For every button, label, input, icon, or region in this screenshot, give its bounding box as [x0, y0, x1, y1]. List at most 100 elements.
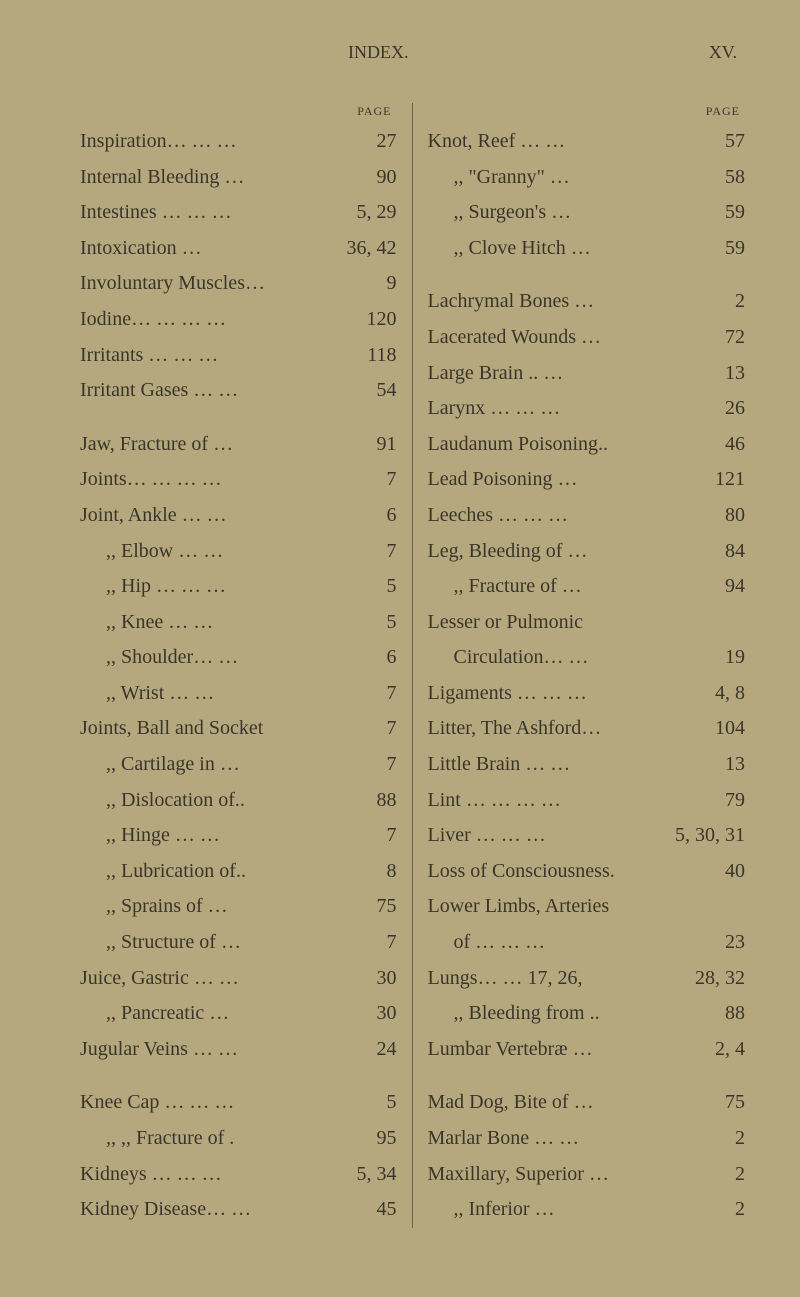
index-entry: Lint … … … …79: [428, 783, 746, 819]
entry-page: 72: [717, 320, 745, 356]
entry-text: ,, Clove Hitch …: [454, 231, 591, 267]
entry-page: 30: [369, 996, 397, 1032]
entry-page: 8: [379, 854, 397, 890]
entry-text: Irritant Gases … …: [80, 373, 238, 409]
entry-gap: [80, 1067, 397, 1085]
index-entry: Liver … … … 5, 30, 31: [428, 818, 746, 854]
entry-page: 84: [717, 534, 745, 570]
entry-page: 7: [379, 676, 397, 712]
entry-text: ,, ,, Fracture of .: [106, 1121, 234, 1157]
index-entry: ,, Knee … …5: [80, 605, 397, 641]
index-entry: ,, Structure of …7: [80, 925, 397, 961]
entry-page: 79: [717, 783, 745, 819]
entry-text: ,, Pancreatic …: [106, 996, 229, 1032]
entry-text: Little Brain … …: [428, 747, 571, 783]
entry-page: 120: [359, 302, 397, 338]
index-entry: Leeches … … …80: [428, 498, 746, 534]
entry-text: Leeches … … …: [428, 498, 569, 534]
index-entry: ,, "Granny" …58: [428, 160, 746, 196]
index-entry: Involuntary Muscles…9: [80, 266, 397, 302]
entry-page: 5: [379, 1085, 397, 1121]
entry-text: Large Brain .. …: [428, 356, 564, 392]
entry-page: 59: [717, 195, 745, 231]
entry-text: ,, Surgeon's …: [454, 195, 572, 231]
entry-page: 40: [717, 854, 745, 890]
index-entry: Jaw, Fracture of … 91: [80, 427, 397, 463]
entry-text: Joints… … … …: [80, 462, 222, 498]
index-entry: Iodine… … … …120: [80, 302, 397, 338]
entry-page: 88: [717, 996, 745, 1032]
entry-text: Involuntary Muscles…: [80, 266, 265, 302]
entry-text: ,, Wrist … …: [106, 676, 214, 712]
index-entry: Larynx … … …26: [428, 391, 746, 427]
index-entry: ,, Fracture of …94: [428, 569, 746, 605]
index-entry: Maxillary, Superior … 2: [428, 1157, 746, 1193]
index-entry: ,, Shoulder… … 6: [80, 640, 397, 676]
index-entry: Knee Cap … … …5: [80, 1085, 397, 1121]
index-entry: Mad Dog, Bite of …75: [428, 1085, 746, 1121]
entry-text: Larynx … … …: [428, 391, 561, 427]
entry-page: 58: [717, 160, 745, 196]
index-entry: Lungs… … 17, 26,28, 32: [428, 961, 746, 997]
index-entry: ,, Elbow … … 7: [80, 534, 397, 570]
entry-page: 30: [369, 961, 397, 997]
entry-page: 2: [727, 1192, 745, 1228]
entry-page: 90: [369, 160, 397, 196]
entry-gap: [428, 266, 746, 284]
entry-page: 2: [727, 284, 745, 320]
entry-page: 19: [717, 640, 745, 676]
entry-text: Laudanum Poisoning..: [428, 427, 609, 463]
entry-text: ,, Shoulder… …: [106, 640, 238, 676]
entry-text: Juice, Gastric … …: [80, 961, 239, 997]
page-header: INDEX. XV.: [80, 40, 745, 65]
entry-page: 2: [727, 1121, 745, 1157]
entry-page: 7: [379, 747, 397, 783]
index-entry: Irritant Gases … … 54: [80, 373, 397, 409]
entry-page: 6: [379, 640, 397, 676]
index-entry: Litter, The Ashford…104: [428, 711, 746, 747]
page-label-right: PAGE: [428, 103, 746, 120]
entry-page: 5, 30, 31: [667, 818, 745, 854]
index-entry: Irritants … … …118: [80, 338, 397, 374]
index-entry: Ligaments … … …4, 8: [428, 676, 746, 712]
entry-page: 46: [717, 427, 745, 463]
entry-text: Intestines … … …: [80, 195, 232, 231]
index-entry: Loss of Consciousness.40: [428, 854, 746, 890]
entry-page: 59: [717, 231, 745, 267]
index-entry: of … … …23: [428, 925, 746, 961]
entry-page: 104: [707, 711, 745, 747]
index-entry: ,, Hip … … …5: [80, 569, 397, 605]
entry-page: 7: [379, 534, 397, 570]
entry-text: Joints, Ball and Socket: [80, 711, 263, 747]
entry-text: Kidneys … … …: [80, 1157, 222, 1193]
index-entry: ,, Hinge … …7: [80, 818, 397, 854]
entry-page: 7: [379, 818, 397, 854]
entry-text: ,, Elbow … …: [106, 534, 223, 570]
index-entry: Internal Bleeding …90: [80, 160, 397, 196]
entry-text: ,, Dislocation of..: [106, 783, 245, 819]
entry-page: 91: [369, 427, 397, 463]
entry-page: 5, 29: [349, 195, 397, 231]
entry-page: 88: [369, 783, 397, 819]
entry-text: Jaw, Fracture of …: [80, 427, 233, 463]
entry-page: 2: [727, 1157, 745, 1193]
index-entry: Intestines … … … 5, 29: [80, 195, 397, 231]
entry-text: ,, Hip … … …: [106, 569, 226, 605]
entry-text: ,, Lubrication of..: [106, 854, 246, 890]
index-entry: ,, Surgeon's … 59: [428, 195, 746, 231]
entry-page: 28, 32: [687, 961, 745, 997]
entry-page: 54: [369, 373, 397, 409]
entry-page: 7: [379, 711, 397, 747]
entry-text: ,, Structure of …: [106, 925, 241, 961]
entry-gap: [428, 1067, 746, 1085]
entry-text: Liver … … …: [428, 818, 546, 854]
entry-text: Joint, Ankle … …: [80, 498, 227, 534]
entry-text: of … … …: [454, 925, 546, 961]
entry-text: Maxillary, Superior …: [428, 1157, 609, 1193]
entry-page: 13: [717, 356, 745, 392]
entry-text: Lumbar Vertebræ …: [428, 1032, 593, 1068]
entry-text: Lesser or Pulmonic: [428, 605, 584, 641]
index-entry: Intoxication …36, 42: [80, 231, 397, 267]
entry-page: 94: [717, 569, 745, 605]
index-entry: Lower Limbs, Arteries: [428, 889, 746, 925]
